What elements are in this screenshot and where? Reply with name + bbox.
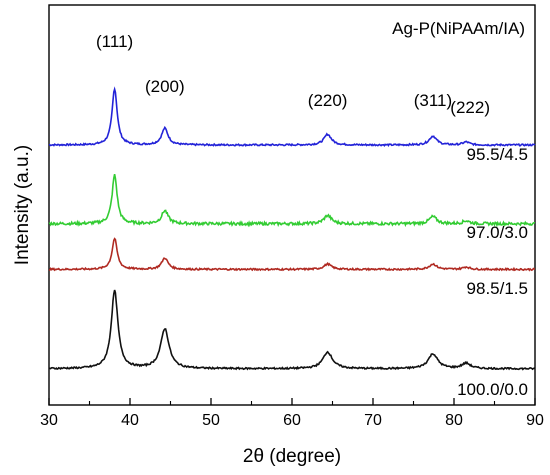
x-tick-label: 50 bbox=[202, 412, 220, 429]
peak-label: (220) bbox=[308, 91, 348, 110]
x-tick-label: 90 bbox=[526, 412, 544, 429]
x-tick-label: 70 bbox=[364, 412, 382, 429]
x-tick-label: 60 bbox=[283, 412, 301, 429]
annotation-layer: 95.5/4.5 97.0/3.0 98.5/1.5 100.0/0.0 (111) (2… bbox=[96, 32, 528, 399]
peak-label: (222) bbox=[450, 98, 490, 117]
x-axis-label: 2θ (degree) bbox=[243, 446, 341, 467]
x-tick-label: 30 bbox=[40, 412, 58, 429]
plot-frame bbox=[48, 4, 536, 406]
series-line bbox=[48, 237, 536, 272]
peak-label: (111) bbox=[96, 32, 133, 51]
series-label: 100.0/0.0 bbox=[457, 380, 528, 399]
series-line bbox=[48, 86, 536, 148]
peak-label: (200) bbox=[145, 77, 185, 96]
series-label: 95.5/4.5 bbox=[467, 145, 528, 164]
x-tick-label: 40 bbox=[121, 412, 139, 429]
series-line bbox=[48, 173, 536, 228]
chart-title: Ag-P(NiPAAm/IA) bbox=[392, 19, 525, 38]
series-line bbox=[48, 289, 536, 371]
x-tick-label: 80 bbox=[445, 412, 463, 429]
series-label: 97.0/3.0 bbox=[467, 223, 528, 242]
y-axis-label: Intensity (a.u.) bbox=[12, 145, 33, 265]
axis-layer: 30 40 50 60 70 80 90 bbox=[40, 398, 544, 429]
series-label: 98.5/1.5 bbox=[467, 279, 528, 298]
peak-label: (311) bbox=[414, 91, 452, 110]
series-layer bbox=[48, 86, 536, 371]
